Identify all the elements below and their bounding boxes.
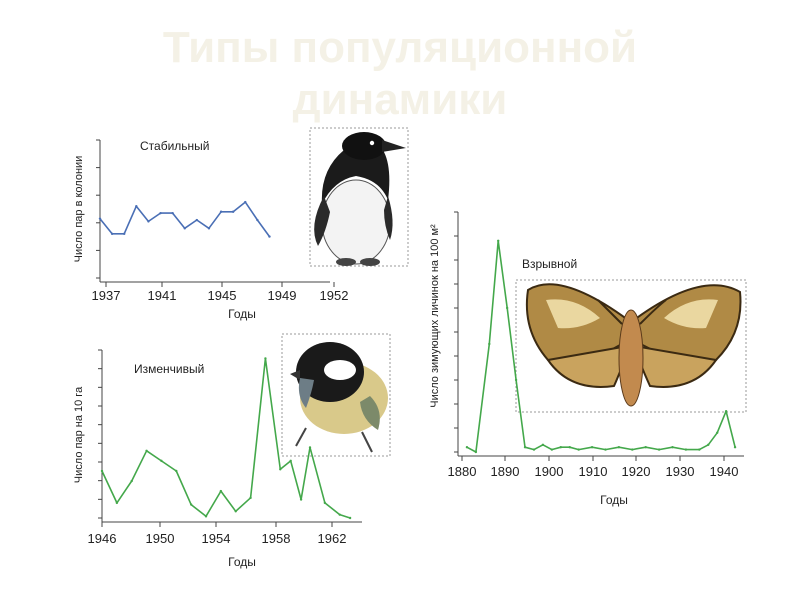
stable-chart-title: Стабильный	[140, 139, 210, 153]
stable-y-axis-label: Число пар в колонии	[73, 156, 85, 263]
stable-data-point	[171, 211, 174, 215]
stable-data-point	[123, 232, 126, 236]
explosive-x-tick-label: 1910	[579, 464, 608, 479]
moth-image	[515, 279, 747, 413]
title-line-2: динамики	[292, 75, 508, 124]
explosive-data-point	[559, 446, 562, 449]
stable-data-point	[147, 220, 150, 223]
variable-data-point	[249, 496, 252, 500]
stable-series-line	[99, 201, 271, 238]
stable-x-tick-label: 1937	[92, 288, 121, 303]
variable-x-tick-label: 1954	[202, 531, 231, 546]
explosive-data-point	[497, 239, 500, 242]
explosive-data-point	[604, 448, 607, 451]
slide-title: Типы популяционной динамики	[0, 22, 800, 126]
stable-x-tick-label: 1941	[148, 288, 177, 303]
stable-data-point	[159, 211, 162, 215]
variable-data-point	[264, 357, 267, 360]
explosive-data-point	[631, 448, 634, 451]
explosive-y-axis-label: Число зимующих личинок на 100 м²	[429, 224, 441, 408]
variable-x-tick-label: 1946	[88, 531, 117, 546]
variable-data-point	[289, 459, 292, 463]
explosive-data-point	[590, 446, 594, 449]
explosive-data-point	[532, 448, 536, 451]
variable-data-point	[100, 469, 104, 473]
chart-explosive: 1880 1890 1900 1910 1920 1930 1940 Взрывной Годы…	[429, 211, 744, 507]
explosive-series-line	[466, 240, 736, 453]
stable-data-point	[135, 205, 138, 208]
variable-data-point	[338, 513, 341, 516]
title-line-1: Типы популяционной	[162, 23, 638, 72]
great-tit-image	[281, 333, 391, 457]
stable-data-point	[195, 218, 199, 222]
variable-data-point	[115, 501, 119, 505]
variable-data-point	[189, 503, 193, 506]
stable-data-point	[231, 210, 235, 213]
variable-y-axis-label: Число пар на 10 га	[73, 386, 85, 483]
variable-chart-title: Изменчивый	[134, 362, 204, 376]
explosive-data-point	[505, 306, 509, 310]
variable-data-point	[348, 516, 352, 520]
stable-data-point	[256, 218, 259, 222]
variable-data-point	[204, 515, 208, 518]
variable-data-point	[160, 459, 163, 463]
variable-data-point	[145, 449, 148, 452]
explosive-data-point	[474, 450, 478, 454]
stable-x-tick-label: 1949	[268, 288, 297, 303]
penguin-image	[309, 127, 409, 267]
explosive-data-point	[514, 378, 518, 382]
variable-data-point	[279, 468, 282, 471]
explosive-x-tick-label: 1940	[710, 464, 739, 479]
variable-data-point	[323, 501, 327, 505]
explosive-data-point	[715, 431, 719, 434]
variable-x-tick-label: 1958	[262, 531, 291, 546]
variable-data-point	[175, 469, 178, 473]
explosive-data-point	[617, 446, 621, 449]
stable-x-tick-label: 1952	[320, 288, 349, 303]
explosive-x-tick-label: 1890	[491, 464, 520, 479]
explosive-x-tick-label: 1920	[622, 464, 651, 479]
explosive-data-point	[568, 446, 571, 449]
variable-x-axis-label: Годы	[228, 555, 256, 569]
stable-data-point	[219, 210, 223, 213]
stable-data-point	[98, 217, 102, 220]
explosive-data-point	[644, 446, 647, 449]
explosive-data-point	[671, 446, 674, 449]
explosive-data-point	[724, 410, 728, 413]
stable-data-point	[268, 235, 271, 238]
explosive-x-tick-label: 1900	[535, 464, 564, 479]
explosive-data-point	[733, 446, 737, 449]
explosive-data-point	[707, 443, 710, 446]
explosive-chart-title: Взрывной	[522, 257, 577, 271]
explosive-data-point	[488, 342, 491, 346]
explosive-data-point	[657, 448, 661, 451]
explosive-x-tick-label: 1930	[666, 464, 695, 479]
variable-x-tick-label: 1962	[318, 531, 347, 546]
variable-data-point	[130, 479, 133, 483]
explosive-data-point	[541, 443, 545, 446]
explosive-data-point	[684, 448, 688, 451]
stable-x-axis-label: Годы	[228, 307, 256, 321]
stable-data-point	[110, 232, 114, 236]
variable-data-point	[299, 498, 303, 501]
explosive-x-axis-label: Годы	[600, 493, 628, 507]
chart-stable: 1937 1941 1945 1949 1952 Стабильный Годы Число …	[73, 139, 348, 321]
chart-variable: 1946 1950 1954 1958 1962 Изменчивый Годы Число …	[73, 349, 362, 569]
explosive-data-point	[698, 448, 701, 451]
stable-data-point	[207, 227, 211, 230]
variable-data-point	[234, 510, 237, 513]
variable-data-point	[308, 446, 312, 449]
stable-data-point	[244, 200, 247, 204]
explosive-x-tick-label: 1880	[448, 464, 477, 479]
explosive-data-point	[523, 446, 527, 449]
variable-x-tick-label: 1950	[146, 531, 175, 546]
stable-data-point	[183, 227, 186, 230]
variable-data-point	[219, 489, 223, 493]
stable-x-tick-label: 1945	[208, 288, 237, 303]
explosive-data-point	[550, 448, 554, 451]
explosive-data-point	[577, 448, 580, 451]
explosive-data-point	[465, 446, 469, 449]
